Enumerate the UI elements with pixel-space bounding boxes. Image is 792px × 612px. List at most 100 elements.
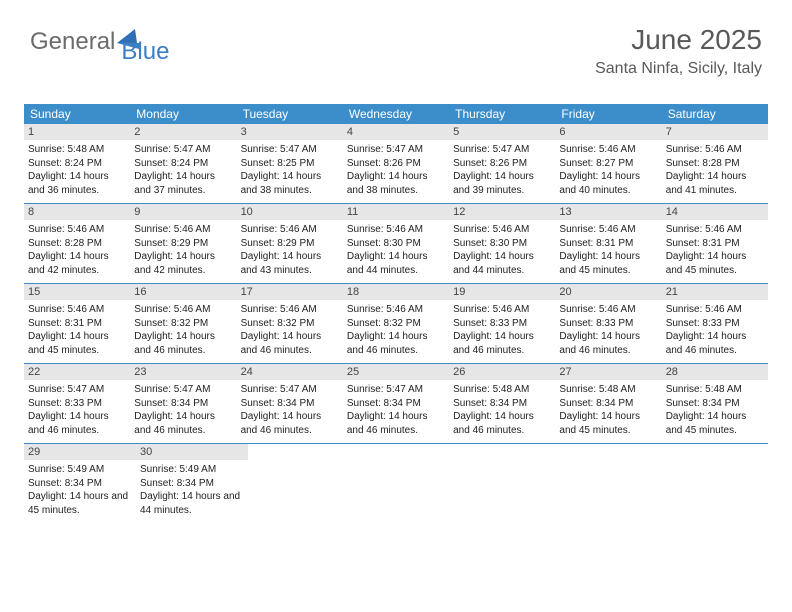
daylight-line: Daylight: 14 hours and 44 minutes. [453,250,551,277]
calendar-day-empty [456,444,560,523]
sunset-line: Sunset: 8:27 PM [559,157,657,171]
calendar-day: 30Sunrise: 5:49 AMSunset: 8:34 PMDayligh… [136,444,248,523]
sunrise-line: Sunrise: 5:46 AM [134,223,232,237]
daylight-line: Daylight: 14 hours and 38 minutes. [241,170,339,197]
day-number: 12 [449,204,555,220]
sunrise-line: Sunrise: 5:46 AM [559,223,657,237]
sunrise-line: Sunrise: 5:46 AM [241,303,339,317]
day-number: 15 [24,284,130,300]
calendar-body: 1 Sunrise: 5:48 AM Sunset: 8:24 PM Daylight… [24,124,768,523]
daylight-line: Daylight: 14 hours and 46 minutes. [559,330,657,357]
sunrise-line: Sunrise: 5:46 AM [453,223,551,237]
calendar-day: 7Sunrise: 5:46 AMSunset: 8:28 PMDaylight… [662,124,768,203]
sunrise-line: Sunrise: 5:49 AM [28,463,132,477]
calendar-day: 11Sunrise: 5:46 AMSunset: 8:30 PMDayligh… [343,204,449,283]
daylight-line: Daylight: 14 hours and 46 minutes. [347,330,445,357]
daylight-line: Daylight: 14 hours and 46 minutes. [134,410,232,437]
sunset-line: Sunset: 8:30 PM [347,237,445,251]
day-number: 2 [130,124,236,140]
sunset-line: Sunset: 8:34 PM [28,477,132,491]
sunset-line: Sunset: 8:24 PM [134,157,232,171]
calendar-day: 27Sunrise: 5:48 AMSunset: 8:34 PMDayligh… [555,364,661,443]
calendar-day: 25Sunrise: 5:47 AMSunset: 8:34 PMDayligh… [343,364,449,443]
sunrise-line: Sunrise: 5:46 AM [559,143,657,157]
daylight-line: Daylight: 14 hours and 38 minutes. [347,170,445,197]
daylight-line: Daylight: 14 hours and 46 minutes. [134,330,232,357]
sunset-line: Sunset: 8:32 PM [241,317,339,331]
calendar-day-empty [664,444,768,523]
sunset-line: Sunset: 8:34 PM [347,397,445,411]
day-number: 17 [237,284,343,300]
calendar-day: 26Sunrise: 5:48 AMSunset: 8:34 PMDayligh… [449,364,555,443]
daylight-line: Daylight: 14 hours and 46 minutes. [347,410,445,437]
sunset-line: Sunset: 8:34 PM [559,397,657,411]
sunrise-line: Sunrise: 5:46 AM [559,303,657,317]
day-number: 10 [237,204,343,220]
calendar-day-empty [248,444,352,523]
day-number: 6 [555,124,661,140]
day-number: 21 [662,284,768,300]
calendar-day: 10Sunrise: 5:46 AMSunset: 8:29 PMDayligh… [237,204,343,283]
daylight-line: Daylight: 14 hours and 41 minutes. [666,170,764,197]
daylight-line: Daylight: 14 hours and 42 minutes. [28,250,126,277]
calendar-week: 1Sunrise: 5:48 AMSunset: 8:24 PMDaylight… [24,124,768,203]
sunrise-line: Sunrise: 5:46 AM [666,303,764,317]
daylight-line: Daylight: 14 hours and 45 minutes. [666,410,764,437]
daylight-line: Daylight: 14 hours and 46 minutes. [28,410,126,437]
sunrise-line: Sunrise: 5:46 AM [347,223,445,237]
logo-text-blue: Blue [121,38,169,66]
calendar-day: 8Sunrise: 5:46 AMSunset: 8:28 PMDaylight… [24,204,130,283]
daylight-line: Daylight: 14 hours and 45 minutes. [28,330,126,357]
location-subtitle: Santa Ninfa, Sicily, Italy [595,60,762,78]
calendar: Sunday Monday Tuesday Wednesday Thursday… [24,104,768,523]
day-number: 29 [24,444,136,460]
sunrise-line: Sunrise: 5:47 AM [453,143,551,157]
daylight-line: Daylight: 14 hours and 36 minutes. [28,170,126,197]
day-number: 8 [24,204,130,220]
daylight-line: Daylight: 14 hours and 46 minutes. [453,330,551,357]
calendar-day: 15Sunrise: 5:46 AMSunset: 8:31 PMDayligh… [24,284,130,363]
calendar-week: 15Sunrise: 5:46 AMSunset: 8:31 PMDayligh… [24,283,768,363]
day-number: 9 [130,204,236,220]
page-title: June 2025 [595,24,762,56]
day-number: 4 [343,124,449,140]
day-number: 30 [136,444,248,460]
calendar-day: 2Sunrise: 5:47 AMSunset: 8:24 PMDaylight… [130,124,236,203]
daylight-line: Daylight: 14 hours and 44 minutes. [140,490,244,517]
day-number: 13 [555,204,661,220]
daylight-line: Daylight: 14 hours and 46 minutes. [666,330,764,357]
day-number: 1 [24,124,130,140]
sunrise-line: Sunrise: 5:46 AM [666,143,764,157]
daylight-line: Daylight: 14 hours and 46 minutes. [453,410,551,437]
calendar-day: 4Sunrise: 5:47 AMSunset: 8:26 PMDaylight… [343,124,449,203]
sunrise-line: Sunrise: 5:48 AM [666,383,764,397]
dow-wednesday: Wednesday [343,104,449,124]
header-right: June 2025 Santa Ninfa, Sicily, Italy [595,24,762,78]
daylight-line: Daylight: 14 hours and 43 minutes. [241,250,339,277]
sunrise-line: Sunrise: 5:47 AM [347,143,445,157]
daylight-line: Daylight: 14 hours and 42 minutes. [134,250,232,277]
dow-thursday: Thursday [449,104,555,124]
calendar-day: 24Sunrise: 5:47 AMSunset: 8:34 PMDayligh… [237,364,343,443]
sunrise-line: Sunrise: 5:48 AM [559,383,657,397]
daylight-line: Daylight: 14 hours and 44 minutes. [347,250,445,277]
daylight-line: Daylight: 14 hours and 45 minutes. [28,490,132,517]
daylight-line: Daylight: 14 hours and 39 minutes. [453,170,551,197]
sunset-line: Sunset: 8:31 PM [559,237,657,251]
day-number: 16 [130,284,236,300]
day-of-week-header: Sunday Monday Tuesday Wednesday Thursday… [24,104,768,124]
sunset-line: Sunset: 8:32 PM [347,317,445,331]
day-number: 25 [343,364,449,380]
sunset-line: Sunset: 8:34 PM [453,397,551,411]
day-number: 23 [130,364,236,380]
calendar-day: 20Sunrise: 5:46 AMSunset: 8:33 PMDayligh… [555,284,661,363]
day-number: 20 [555,284,661,300]
sunset-line: Sunset: 8:34 PM [241,397,339,411]
calendar-day: 6Sunrise: 5:46 AMSunset: 8:27 PMDaylight… [555,124,661,203]
sunrise-line: Sunrise: 5:46 AM [347,303,445,317]
day-number: 3 [237,124,343,140]
calendar-day-empty [352,444,456,523]
sunset-line: Sunset: 8:25 PM [241,157,339,171]
day-number: 18 [343,284,449,300]
daylight-line: Daylight: 14 hours and 45 minutes. [559,250,657,277]
